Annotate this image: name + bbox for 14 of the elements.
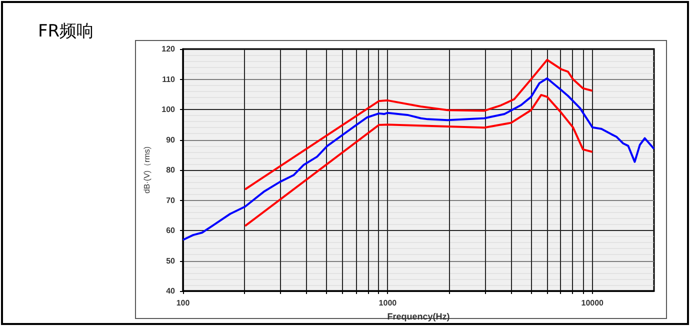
x-tick-label: 100 [176, 298, 190, 308]
y-tick-label: 40 [166, 286, 176, 296]
x-tick-label: 1000 [378, 298, 398, 308]
y-axis-title: dB·(V)（rms) [142, 146, 152, 194]
y-tick-label: 120 [162, 44, 176, 54]
y-tick-label: 90 [166, 135, 176, 144]
y-tick-label: 100 [162, 105, 176, 114]
y-tick-label: 60 [166, 226, 176, 235]
y-tick-label: 80 [166, 166, 176, 174]
y-tick-label: 70 [166, 196, 176, 205]
chart-title: FR频响 [38, 22, 94, 42]
y-tick-label: 110 [162, 74, 176, 84]
x-tick-label: 10000 [581, 298, 604, 308]
y-tick-label: 50 [166, 256, 176, 266]
